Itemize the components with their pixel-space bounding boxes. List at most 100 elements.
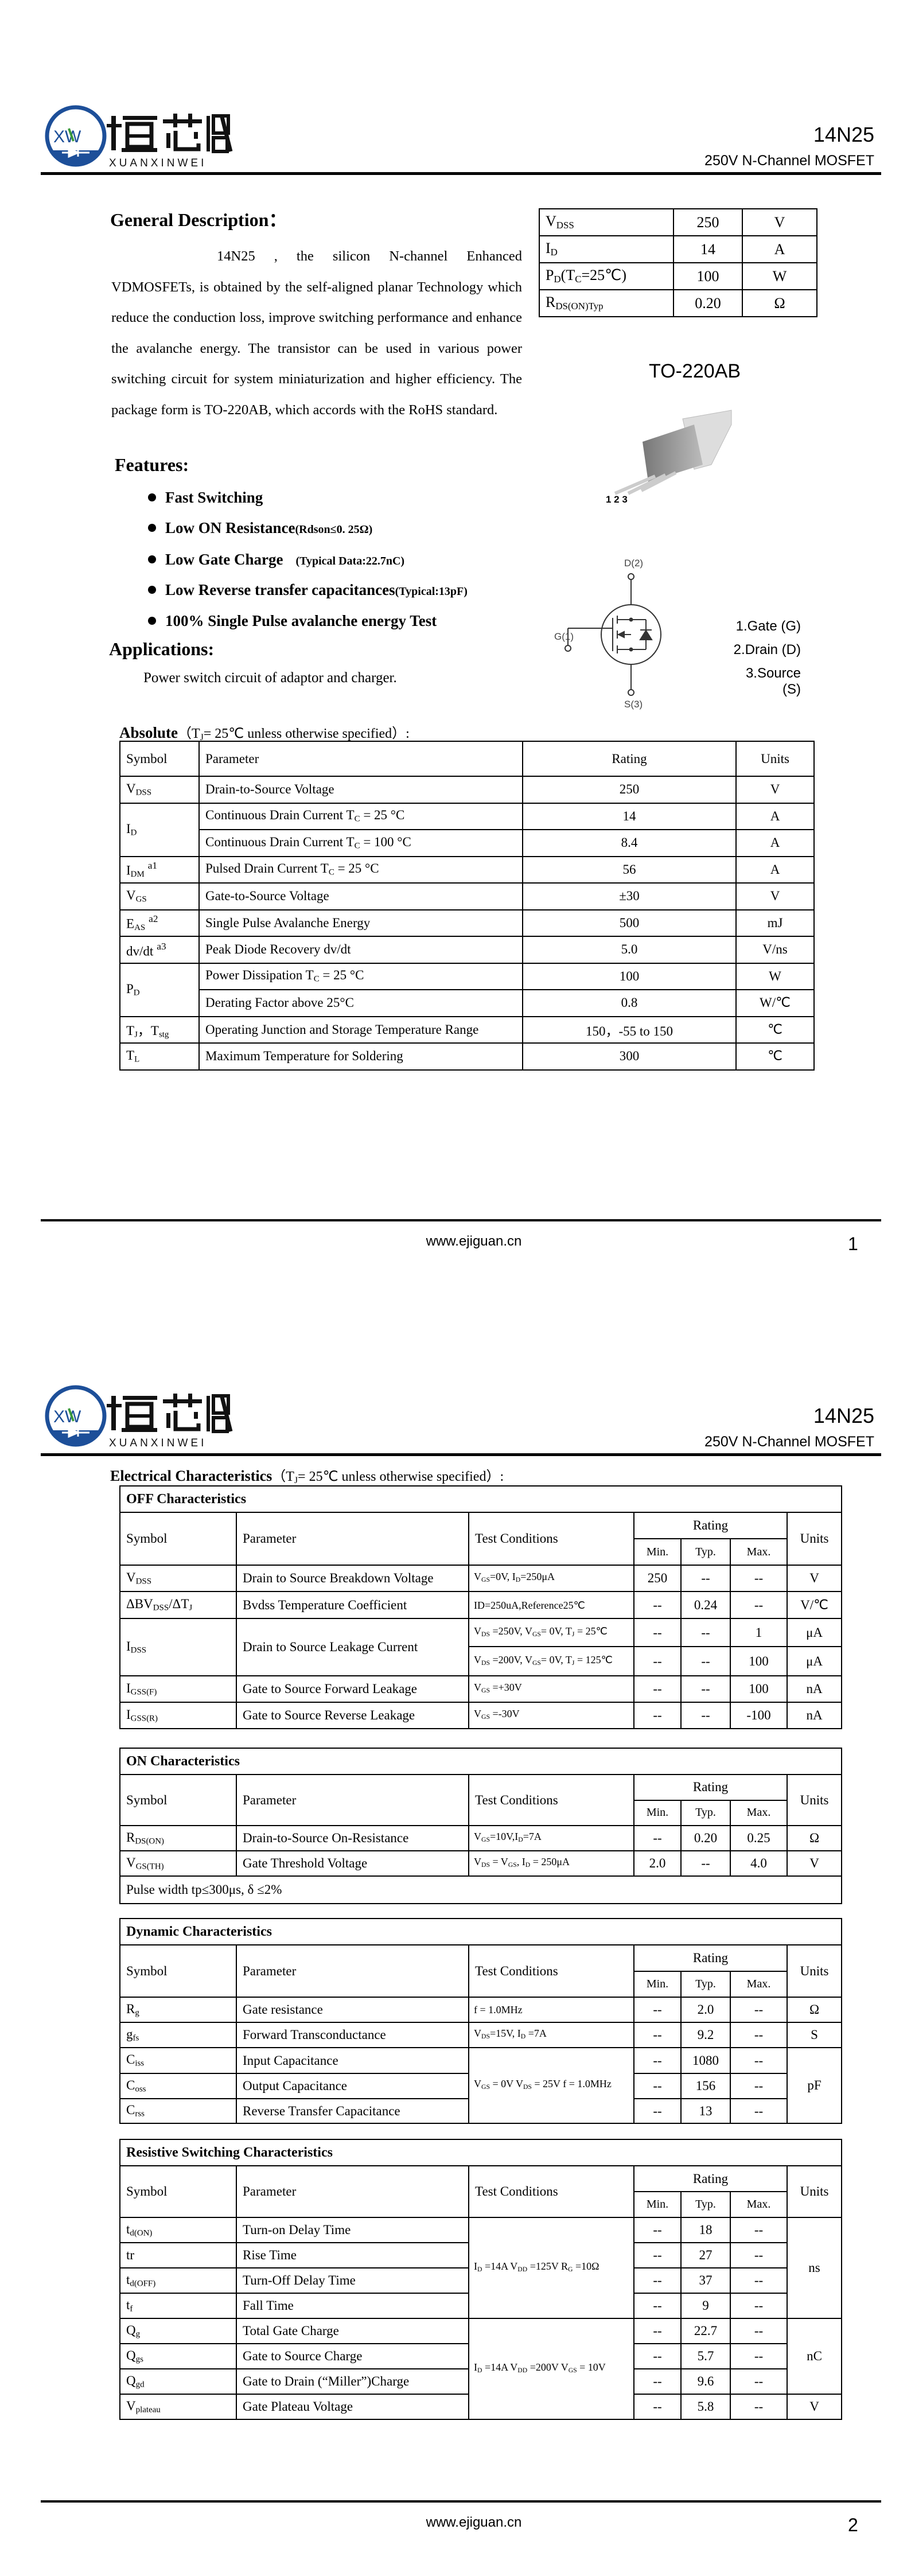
table-row: TJ，Tstg Operating Junction and Storage Te… [119, 1015, 815, 1044]
electrical-title-bold: Electrical Characteristics [110, 1468, 272, 1484]
parameter-cell: Gate Plateau Voltage [236, 2394, 469, 2420]
min-cell: -- [633, 2343, 682, 2369]
column-header-symbol: Symbol [119, 2165, 237, 2218]
logo-english: XUANXINWEI [109, 157, 207, 169]
symbol-cell: td(ON) [119, 2217, 237, 2243]
part-subtitle: 250V N-Channel MOSFET [704, 1434, 874, 1450]
parameter-cell: Single Pulse Avalanche Energy [198, 909, 523, 937]
table-row: Ciss Input Capacitance VGS = 0V VDS = 25V … [119, 2047, 843, 2124]
section-title: Resistive Switching Characteristics [119, 2139, 843, 2166]
max-cell: -- [730, 2267, 788, 2294]
parameter-cell: Drain-to-Source On-Resistance [236, 1825, 469, 1851]
absolute-title-bold: Absolute [119, 724, 178, 741]
max-cell: -- [730, 2047, 788, 2074]
header-divider [41, 172, 881, 175]
typ-cell: -- [680, 1618, 731, 1647]
unit-cell: A [735, 855, 815, 884]
key-spec-table: VDSS 250 V ID 14 A PD(TC=25℃) 100 W RDS(ON)Typ 0.2… [539, 208, 817, 317]
spec-row: ID 14 A [539, 235, 817, 263]
symbol-cell: ΔBVDSS/ΔTJ [119, 1591, 237, 1619]
electrical-table-on-characteristics: ON Characteristics Symbol Parameter Test Co… [119, 1748, 842, 1904]
max-cell: -- [730, 1591, 788, 1619]
typ-cell: -- [680, 1702, 731, 1729]
section-title-row: ON Characteristics [119, 1748, 842, 1775]
typ-cell: 27 [680, 2242, 731, 2268]
typ-cell: 1080 [680, 2047, 731, 2074]
table-row: tr Rise Time -- 27 -- [119, 2242, 842, 2268]
footer-divider [41, 2500, 881, 2503]
symbol-cell: VGS(TH) [119, 1850, 237, 1877]
table-row: Vplateau Gate Plateau Voltage -- 5.8 -- V [119, 2394, 843, 2420]
column-header-typ: Typ. [680, 1538, 731, 1566]
part-number: 14N25 [813, 123, 874, 146]
typ-cell: -- [680, 1646, 731, 1676]
rating-cell: 250 [522, 776, 737, 804]
typ-cell: 18 [680, 2217, 731, 2243]
max-cell: -- [730, 2394, 788, 2420]
rating-cell: 5.0 [522, 936, 737, 964]
feature-item: Low ON Resistance(Rdson≤0. 25Ω) [148, 519, 372, 537]
page-number: 1 [848, 1233, 858, 1254]
rating-cell: 500 [522, 909, 737, 937]
table-row: IDSS Drain to Source Leakage Current VDS =… [119, 1618, 843, 1676]
max-cell: -- [730, 2098, 788, 2124]
test-condition-cell: VGS=10V,ID=7A [468, 1825, 634, 1851]
spec-row: VDSS 250 V [539, 208, 817, 236]
unit-cell: A [735, 802, 815, 830]
parameter-cell: Reverse Transfer Capacitance [236, 2098, 469, 2124]
unit-cell: Ω [786, 1997, 843, 2023]
column-header-typ: Typ. [680, 1970, 731, 1998]
symbol-cell: Qgs [119, 2343, 237, 2369]
typ-cell: 5.7 [680, 2343, 731, 2369]
typ-cell: 156 [680, 2073, 731, 2099]
table-row: Qg Total Gate Charge ID =14A VDD =200V VGS… [119, 2318, 843, 2420]
symbol-cell: gfs [119, 2022, 237, 2048]
absolute-ratings-title: Absolute（TJ= 25℃ unless otherwise specif… [119, 722, 410, 743]
parameter-cell: Gate Threshold Voltage [236, 1850, 469, 1877]
parameter-cell: Peak Diode Recovery dv/dt [198, 936, 523, 964]
unit-cell: W/℃ [735, 989, 815, 1017]
rating-cell: 56 [522, 855, 737, 884]
feature-note: (Typical Data:22.7nC) [295, 555, 405, 567]
parameter-cell: Gate to Source Reverse Leakage [236, 1702, 469, 1729]
section-title-row: Dynamic Characteristics [119, 1918, 843, 1945]
test-condition-cell: ID =14A VDD =200V VGS = 10V [468, 2318, 634, 2420]
part-subtitle: 250V N-Channel MOSFET [704, 153, 874, 169]
column-header-max: Max. [730, 1970, 788, 1998]
column-header-parameter: Parameter [236, 2165, 469, 2218]
rating-cell: 100 [522, 962, 737, 990]
parameter-cell: Maximum Temperature for Soldering [198, 1042, 523, 1071]
table-row: Derating Factor above 25°C 0.8 W/℃ [120, 989, 815, 1017]
table-row: td(OFF) Turn-Off Delay Time -- 37 -- [119, 2267, 842, 2294]
logo-ring-icon [45, 105, 107, 167]
test-condition-cell: VDS =200V, VGS= 0V, TJ = 125℃ [468, 1646, 634, 1676]
max-cell: -- [730, 2318, 788, 2344]
min-cell: -- [633, 1702, 682, 1729]
unit-cell: mJ [735, 909, 815, 937]
table-row: Rg Gate resistance f = 1.0MHz -- 2.0 -- Ω [119, 1997, 843, 2023]
column-header-parameter: Parameter [236, 1944, 469, 1998]
typ-cell: 9.2 [680, 2022, 731, 2048]
min-cell: -- [633, 1646, 682, 1676]
general-description-title: General Description： [110, 209, 287, 230]
column-header-min: Min. [633, 2191, 682, 2218]
pin-legend-drain: 2.Drain (D) [733, 642, 801, 657]
footer-url[interactable]: www.ejiguan.cn [426, 2515, 522, 2530]
typ-cell: 9.6 [680, 2368, 731, 2395]
pulse-width-note: Pulse width tp≤300μs, δ ≤2% [119, 1875, 842, 1904]
typ-cell: -- [680, 1565, 731, 1592]
applications-title: Applications: [109, 639, 215, 659]
to220-package-image: 1 2 3 [606, 410, 732, 505]
parameter-cell: Gate to Source Charge [236, 2343, 469, 2369]
table-row: VDSS Drain to Source Breakdown Voltage VGS… [119, 1565, 843, 1592]
spec-unit: W [742, 262, 817, 290]
spec-row: RDS(ON)Typ 0.20 Ω [539, 289, 817, 317]
parameter-cell: Forward Transconductance [236, 2022, 469, 2048]
symbol-cell: dv/dt a3 [119, 936, 200, 964]
footer-url[interactable]: www.ejiguan.cn [426, 1233, 522, 1249]
electrical-table-dynamic-characteristics: Dynamic Characteristics Symbol Parameter Te… [119, 1918, 843, 2124]
parameter-cell: Drain to Source Leakage Current [236, 1618, 469, 1676]
table-row: IGSS(R) Gate to Source Reverse Leakage VGS… [119, 1702, 843, 1729]
column-header-typ: Typ. [680, 1799, 731, 1826]
column-header-test-conditions: Test Conditions [468, 1944, 634, 1998]
